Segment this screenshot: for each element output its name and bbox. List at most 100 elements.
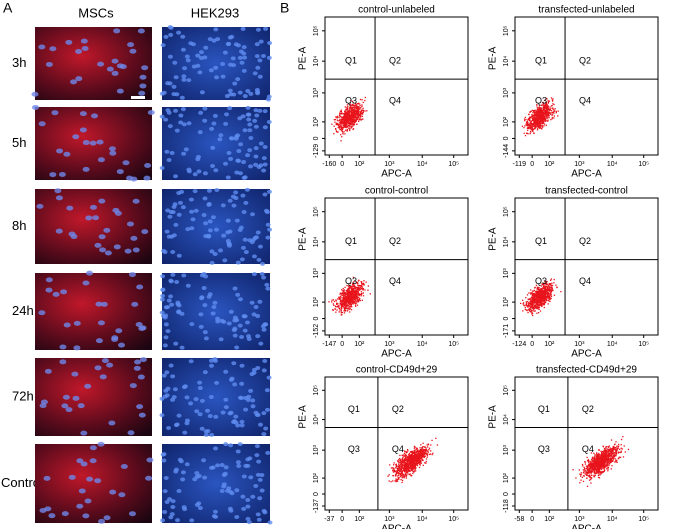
event-dot (352, 286, 353, 287)
event-dot (540, 303, 541, 304)
event-dot (343, 294, 344, 295)
event-dot (544, 107, 545, 108)
event-dot (397, 479, 398, 480)
event-dot (338, 297, 339, 298)
event-dot (341, 110, 342, 111)
event-dot (358, 292, 359, 293)
event-dot (352, 289, 353, 290)
nucleus (262, 156, 267, 160)
event-dot (552, 99, 553, 100)
event-dot (348, 308, 349, 309)
nucleus (181, 273, 186, 277)
event-dot (537, 296, 538, 297)
event-dot (526, 133, 527, 134)
nucleus (127, 42, 134, 47)
event-dot (406, 460, 407, 461)
nucleus (160, 311, 165, 315)
event-dot (524, 119, 525, 120)
event-dot (355, 107, 356, 108)
nucleus (199, 50, 204, 54)
nucleus (256, 413, 261, 417)
y-tick-label: 10⁵ (313, 25, 320, 36)
nucleus (224, 465, 229, 469)
x-tick-label: 10⁵ (638, 341, 649, 348)
event-dot (361, 281, 362, 282)
event-dot (541, 289, 542, 290)
event-dot (531, 301, 532, 302)
nucleus (73, 345, 80, 350)
nucleus (164, 322, 169, 326)
nucleus (238, 442, 243, 446)
event-dot (343, 297, 344, 298)
nucleus (215, 317, 220, 321)
event-dot (544, 121, 545, 122)
event-dot (547, 117, 548, 118)
event-dot (572, 469, 573, 470)
nucleus (266, 223, 271, 227)
event-dot (545, 118, 546, 119)
nucleus (256, 460, 261, 464)
event-dot (354, 106, 355, 107)
nucleus (194, 397, 199, 401)
y-tick-label: 10³ (313, 268, 320, 279)
event-dot (546, 299, 547, 300)
event-dot (544, 112, 545, 113)
nucleus (267, 56, 272, 60)
y-tick-label: 10⁴ (313, 414, 320, 425)
event-dot (360, 285, 361, 286)
nucleus (238, 56, 243, 60)
flow-plot: control-controlQ1Q2Q3Q4-147010²10³10⁴10⁵… (298, 186, 468, 360)
event-dot (530, 123, 531, 124)
nucleus (267, 190, 272, 194)
event-dot (531, 307, 532, 308)
nucleus (241, 51, 246, 55)
event-dot (337, 306, 338, 307)
event-dot (415, 463, 416, 464)
event-dot (542, 289, 543, 290)
nucleus (252, 254, 257, 258)
nucleus (176, 489, 181, 493)
nucleus (220, 62, 225, 66)
nucleus (167, 299, 172, 303)
x-tick-label: 10² (544, 341, 555, 348)
nucleus (139, 413, 146, 418)
plot-frame (515, 198, 658, 335)
event-dot (584, 475, 585, 476)
event-dot (412, 454, 413, 455)
event-dot (361, 109, 362, 110)
event-dot (343, 126, 344, 127)
nucleus (228, 199, 233, 203)
event-dot (339, 299, 340, 300)
nucleus (238, 324, 243, 328)
nucleus (187, 121, 192, 125)
nucleus (262, 328, 267, 332)
event-dot (538, 122, 539, 123)
nucleus (199, 325, 204, 329)
nucleus (238, 91, 243, 95)
nucleus (229, 378, 234, 382)
nucleus (234, 42, 239, 46)
x-tick-label: 0 (530, 341, 534, 348)
nucleus (104, 515, 111, 520)
nucleus (38, 44, 45, 49)
event-dot (556, 112, 557, 113)
event-dot (540, 301, 541, 302)
event-dot (542, 304, 543, 305)
event-dot (341, 310, 342, 311)
nucleus (224, 405, 229, 409)
nucleus (245, 320, 250, 324)
event-dot (349, 302, 350, 303)
event-dot (348, 289, 349, 290)
y-tick-label: 10⁴ (313, 56, 320, 67)
event-dot (359, 293, 360, 294)
nucleus (173, 387, 178, 391)
event-dot (552, 103, 553, 104)
event-dot (426, 450, 427, 451)
x-tick-label: 10³ (574, 341, 585, 348)
nucleus (202, 55, 207, 59)
x-tick-label: 0 (530, 161, 534, 168)
nucleus (202, 213, 207, 217)
nucleus (226, 42, 231, 46)
nucleus (129, 272, 136, 277)
nucleus (197, 70, 202, 74)
